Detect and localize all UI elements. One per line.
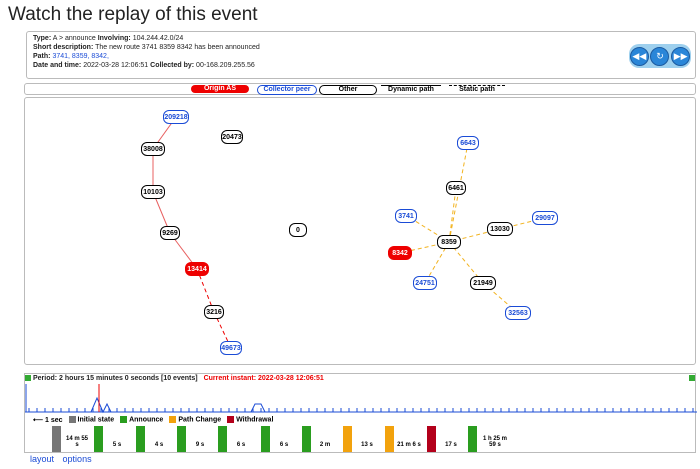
event-bar-announce[interactable]	[136, 426, 145, 452]
duration-label: 13 s	[361, 442, 373, 448]
graph-legend: Origin AS Collector peer Other Dynamic p…	[24, 83, 696, 95]
node-38008[interactable]: 38008	[141, 142, 165, 156]
fast-forward-icon[interactable]: ▶▶	[671, 46, 691, 66]
node-32563[interactable]: 32563	[505, 306, 531, 320]
legend-static-path: Static path	[449, 85, 505, 94]
node-10103[interactable]: 10103	[141, 185, 165, 199]
legend-initial-state: Initial state	[68, 416, 114, 424]
layout-link[interactable]: layout	[30, 454, 55, 464]
timeline-events[interactable]: 14 m 55 s 5 s 4 s 9 s 6 s 6 s 2 m 13 s 2…	[25, 424, 697, 452]
duration-label: 2 m	[319, 442, 331, 448]
node-3741[interactable]: 3741	[395, 209, 417, 223]
legend-withdrawal: Withdrawal	[227, 416, 273, 424]
node-0[interactable]: 0	[289, 223, 307, 237]
date-line: Date and time: 2022-03-28 12:06:51 Colle…	[33, 62, 255, 69]
node-24751[interactable]: 24751	[413, 276, 437, 290]
node-20473[interactable]: 20473	[221, 130, 243, 144]
graph-edges	[152, 116, 546, 349]
event-bar-announce[interactable]	[94, 426, 103, 452]
replay-controls: ◀◀ ↻ ▶▶	[629, 44, 691, 68]
timeline-panel[interactable]: Period: 2 hours 15 minutes 0 seconds [10…	[24, 373, 697, 453]
legend-dynamic-path: Dynamic path	[381, 85, 441, 94]
event-bar-announce[interactable]	[177, 426, 186, 452]
node-8359[interactable]: 8359	[437, 235, 461, 249]
duration-label: 9 s	[195, 442, 205, 448]
path-link[interactable]: 3741, 8359, 8342,	[52, 53, 109, 60]
timeline-start-marker[interactable]	[25, 375, 31, 381]
duration-label: 6 s	[236, 442, 246, 448]
duration-label: 1 h 25 m 59 s	[482, 436, 507, 448]
duration-label: 5 s	[112, 442, 122, 448]
edge	[196, 268, 215, 313]
event-info-panel: Type: A > announce Involving: 104.244.42…	[26, 31, 696, 79]
node-21949[interactable]: 21949	[470, 276, 496, 290]
event-bar-withdrawal[interactable]	[427, 426, 436, 452]
timeline-density-chart	[25, 384, 697, 414]
timeline-end-marker[interactable]	[689, 375, 695, 381]
event-bar-announce[interactable]	[218, 426, 227, 452]
duration-label: 21 m 6 s	[397, 442, 421, 448]
node-29097[interactable]: 29097	[532, 211, 558, 225]
legend-path-change: Path Change	[169, 416, 221, 424]
options-link[interactable]: options	[62, 454, 92, 464]
node-209218[interactable]: 209218	[163, 110, 189, 124]
path-line: Path: 3741, 8359, 8342,	[33, 53, 109, 60]
event-bar-initial[interactable]	[52, 426, 61, 452]
node-6643[interactable]: 6643	[457, 136, 479, 150]
scale-label: ⟵ 1 sec	[33, 417, 63, 424]
timeline-period: Period: 2 hours 15 minutes 0 seconds [10…	[33, 375, 324, 382]
node-13030[interactable]: 13030	[487, 222, 513, 236]
as-graph[interactable]: 209218 20473 38008 10103 9269 13414 3216…	[24, 97, 696, 365]
node-13414[interactable]: 13414	[185, 262, 209, 276]
refresh-icon[interactable]: ↻	[650, 46, 670, 66]
event-bar-announce[interactable]	[261, 426, 270, 452]
duration-label: 17 s	[445, 442, 457, 448]
node-9269[interactable]: 9269	[160, 226, 180, 240]
type-line: Type: A > announce Involving: 104.244.42…	[33, 35, 184, 42]
event-bar-path-change[interactable]	[343, 426, 352, 452]
page-title: Watch the replay of this event	[8, 4, 258, 25]
current-instant: Current instant: 2022-03-28 12:06:51	[203, 375, 324, 382]
legend-collector-peer: Collector peer	[257, 85, 317, 95]
legend-announce: Announce	[120, 416, 163, 424]
event-bar-announce[interactable]	[468, 426, 477, 452]
rewind-icon[interactable]: ◀◀	[629, 46, 649, 66]
node-49673[interactable]: 49673	[220, 341, 242, 355]
legend-other: Other	[319, 85, 377, 95]
duration-label: 6 s	[279, 442, 289, 448]
event-bar-path-change[interactable]	[385, 426, 394, 452]
node-6461[interactable]: 6461	[446, 181, 466, 195]
duration-label: 4 s	[154, 442, 164, 448]
duration-label: 14 m 55 s	[65, 436, 89, 448]
footer-links: layout options	[30, 454, 98, 464]
node-8342[interactable]: 8342	[388, 246, 412, 260]
node-3216[interactable]: 3216	[204, 305, 224, 319]
description-line: Short description: The new route 3741 83…	[33, 44, 260, 51]
timeline-legend: ⟵ 1 sec Initial state Announce Path Chan…	[33, 416, 273, 424]
event-bar-announce[interactable]	[302, 426, 311, 452]
edge	[448, 187, 457, 243]
legend-origin-as: Origin AS	[191, 85, 249, 93]
